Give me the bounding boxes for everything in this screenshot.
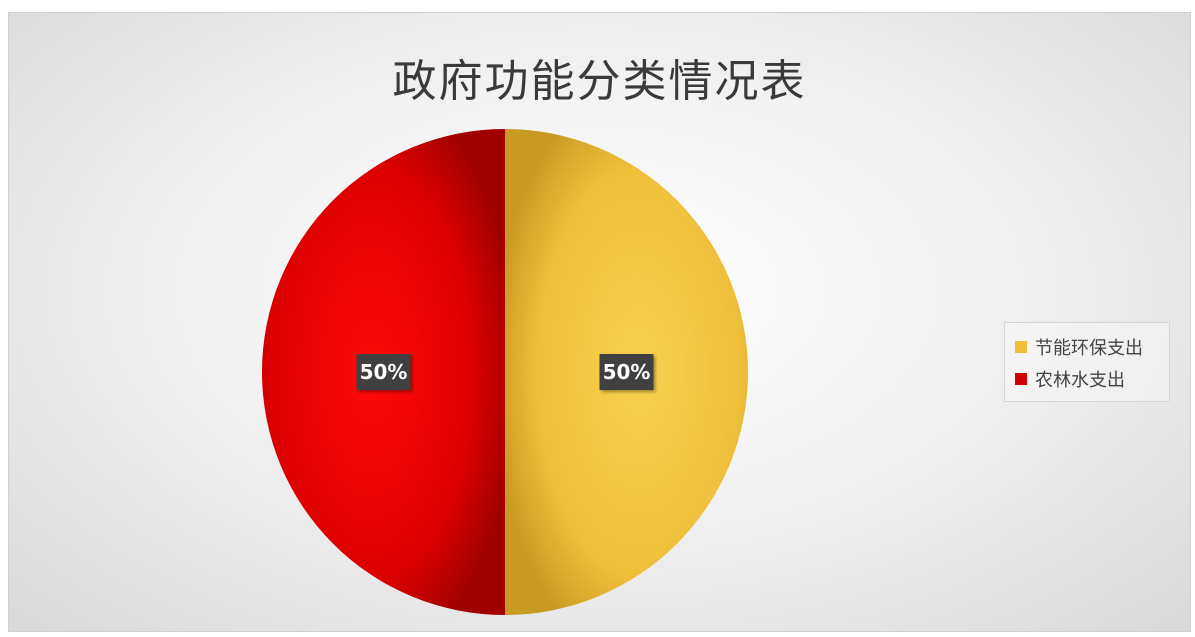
data-label: 50% [603, 360, 651, 384]
data-label: 50% [360, 360, 408, 384]
legend-item: 农林水支出 [1015, 363, 1169, 395]
legend: 节能环保支出 农林水支出 [1004, 322, 1170, 402]
legend-swatch [1015, 341, 1027, 353]
chart-title: 政府功能分类情况表 [392, 56, 807, 107]
legend-swatch [1015, 373, 1027, 385]
data-label-box [356, 354, 411, 390]
legend-item: 节能环保支出 [1015, 331, 1169, 363]
data-label-box [599, 354, 654, 390]
legend-label: 节能环保支出 [1035, 338, 1143, 359]
legend-label: 农林水支出 [1035, 370, 1125, 391]
